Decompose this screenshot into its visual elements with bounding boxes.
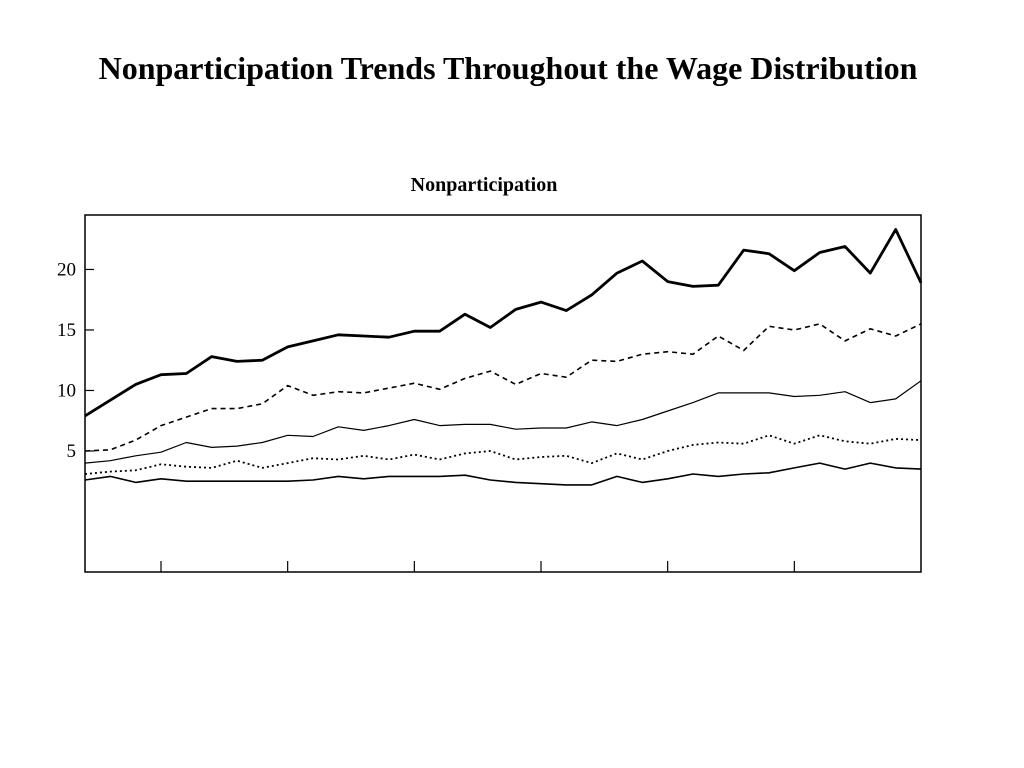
series-line-3-thin-solid (84, 380, 922, 464)
series-layer (84, 228, 923, 486)
plot-frame (84, 214, 922, 573)
y-axis: 5 10 15 20 (57, 259, 94, 462)
series-line-2-dashed (84, 323, 922, 452)
series-line-4-dotted (84, 434, 922, 475)
slide-title: Nonparticipation Trends Throughout the W… (98, 50, 918, 86)
x-axis (160, 561, 795, 572)
y-tick-label: 15 (57, 320, 76, 341)
y-tick-label: 20 (57, 259, 76, 280)
y-tick-label: 10 (57, 380, 76, 401)
y-tick-label: 5 (67, 441, 77, 462)
series-line-5-solid (84, 462, 922, 486)
chart-title: Nonparticipation (411, 174, 558, 196)
series-line-1-thick-solid (84, 228, 923, 418)
